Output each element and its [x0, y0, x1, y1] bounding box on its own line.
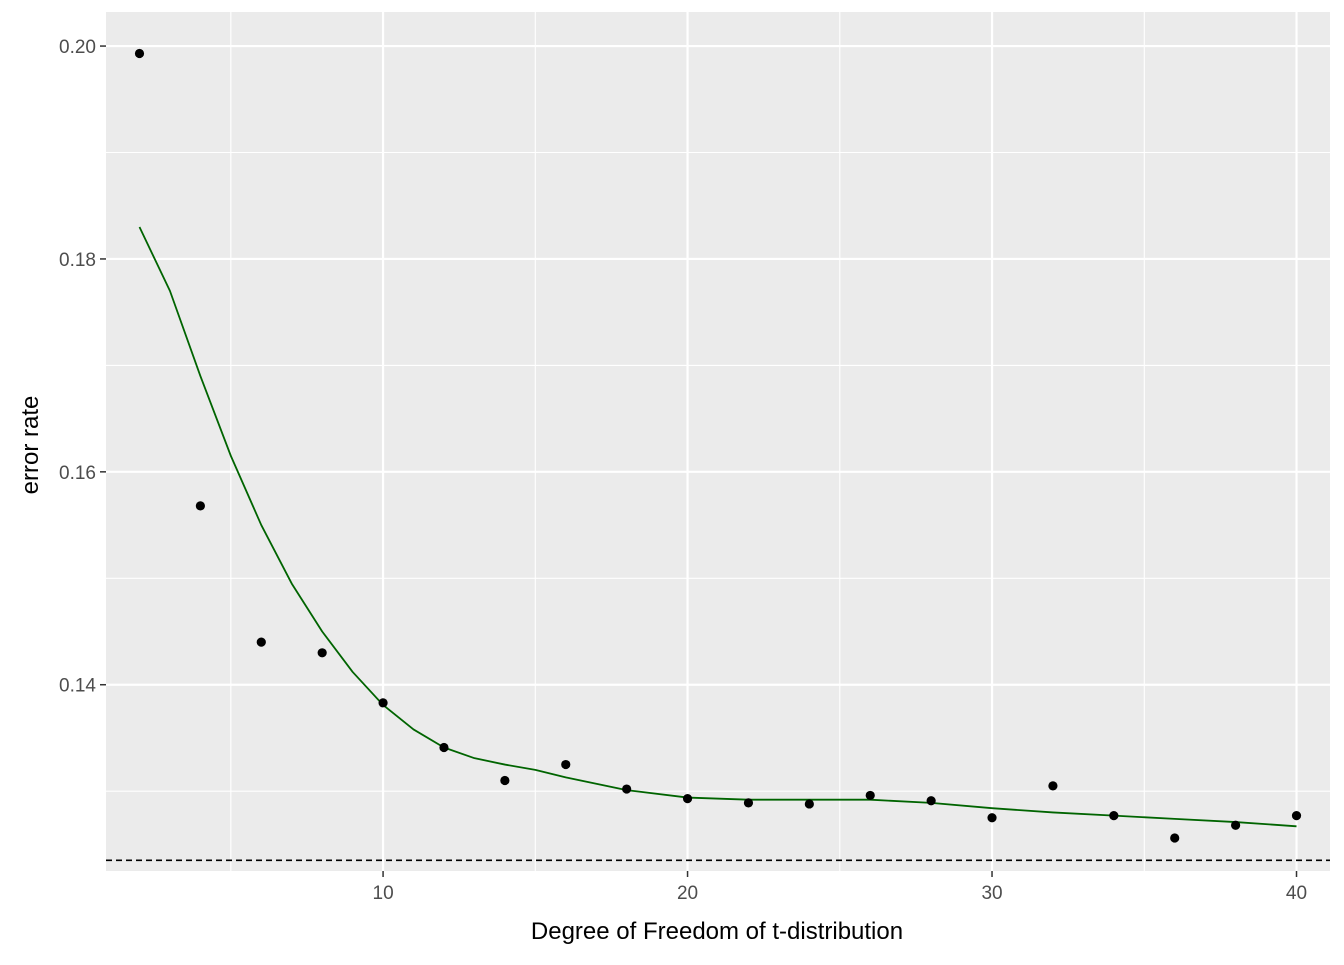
y-tick-label: 0.20: [59, 37, 96, 58]
x-tick-label: 20: [677, 883, 698, 904]
panel-background: [106, 12, 1330, 871]
data-point: [622, 784, 632, 794]
x-axis-title: Degree of Freedom of t-distribution: [531, 918, 903, 945]
grid-lines: [106, 12, 1330, 871]
data-point: [439, 742, 449, 753]
data-point: [561, 759, 571, 770]
data-point: [865, 790, 875, 801]
y-tick-label: 0.14: [59, 676, 96, 697]
data-point: [1048, 781, 1058, 791]
y-tick-label: 0.18: [59, 250, 96, 271]
x-tick-label: 40: [1286, 883, 1307, 904]
data-point: [987, 813, 997, 823]
data-point: [500, 775, 510, 786]
data-point: [378, 698, 388, 708]
data-point: [804, 799, 814, 809]
data-point: [1170, 833, 1180, 843]
data-point: [256, 637, 266, 647]
x-tick-label: 10: [373, 883, 394, 904]
x-tick-label: 30: [981, 883, 1002, 904]
data-point: [195, 501, 205, 511]
data-point: [1231, 820, 1241, 830]
y-axis-title: error rate: [17, 396, 44, 495]
data-point: [134, 48, 145, 59]
data-point: [926, 796, 936, 806]
smooth-line: [138, 226, 1297, 828]
plot-panel: [106, 12, 1330, 871]
data-point: [682, 794, 693, 804]
data-point: [1291, 811, 1302, 821]
data-point: [317, 648, 327, 658]
y-tick-label: 0.16: [59, 463, 96, 484]
data-points: [134, 48, 1302, 843]
axes: 10 20 30 40 0.14 0.16 0.18 0.20: [59, 37, 1307, 904]
smooth-line-group: [138, 226, 1297, 828]
data-point: [743, 798, 754, 808]
data-point: [1109, 811, 1119, 821]
